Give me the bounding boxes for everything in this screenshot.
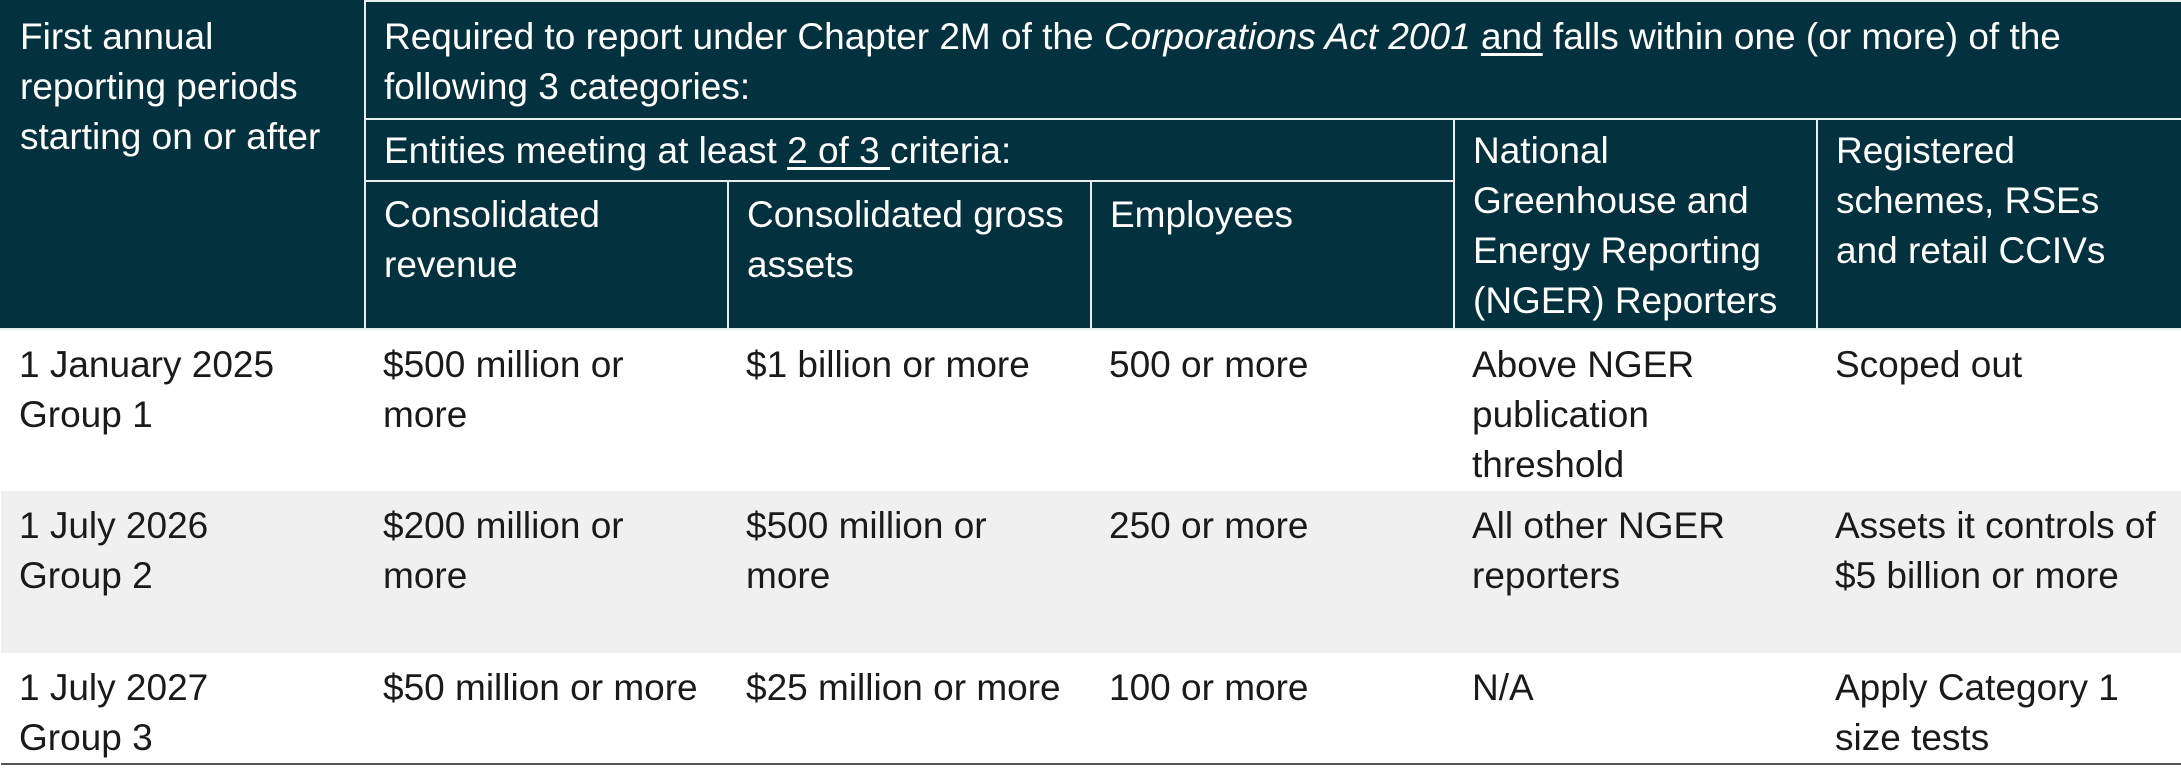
cell-employees: 100 or more: [1091, 653, 1454, 765]
cell-nger: N/A: [1454, 653, 1817, 765]
header-row-3: Consolidated revenue Consolidated gross …: [1, 180, 2181, 330]
cell-consolidated-revenue: $500 million or more: [365, 329, 728, 491]
entities-text-end: criteria:: [889, 130, 1012, 171]
entities-text-start: Entities meeting at least: [384, 130, 788, 171]
table-header: First annual reporting periods starting …: [0, 0, 2181, 330]
start-date: 1 January 2025: [19, 344, 275, 385]
header-employees: Employees: [1090, 180, 1455, 330]
and-underlined: and: [1480, 16, 1543, 57]
group-label: Group 3: [19, 717, 153, 758]
required-text-space: [1471, 16, 1481, 57]
header-consolidated-revenue: Consolidated revenue: [364, 180, 729, 330]
header-row-1: First annual reporting periods starting …: [0, 0, 2181, 330]
cell-nger: Above NGER publication threshold: [1454, 329, 1817, 491]
header-registered-schemes: Registered schemes, RSEs and retail CCIV…: [1815, 118, 2181, 330]
cell-start-date: 1 July 2027 Group 3: [1, 653, 365, 765]
cell-consolidated-gross-assets: $1 billion or more: [728, 329, 1091, 491]
cell-consolidated-gross-assets: $25 million or more: [728, 653, 1091, 765]
cell-employees: 500 or more: [1091, 329, 1454, 491]
table-row: 1 July 2026 Group 2 $200 million or more …: [1, 491, 2181, 653]
two-of-three-underlined: 2 of 3: [787, 130, 890, 171]
start-date: 1 July 2027: [19, 667, 209, 708]
header-first-annual-reporting-periods: First annual reporting periods starting …: [0, 0, 366, 330]
header-required-to-report: Required to report under Chapter 2M of t…: [363, 0, 2181, 120]
table-row: 1 July 2027 Group 3 $50 million or more $…: [1, 653, 2181, 765]
header-entities-criteria: Entities meeting at least 2 of 3 criteri…: [364, 118, 1455, 182]
cell-start-date: 1 January 2025 Group 1: [1, 329, 365, 491]
table-row: 1 January 2025 Group 1 $500 million or mo…: [1, 329, 2181, 491]
cell-start-date: 1 July 2026 Group 2: [1, 491, 365, 653]
cell-consolidated-revenue: $50 million or more: [365, 653, 728, 765]
header-nger-reporters: National Greenhouse and Energy Reporting…: [1453, 118, 1818, 330]
start-date: 1 July 2026: [19, 505, 209, 546]
cell-consolidated-revenue: $200 million or more: [365, 491, 728, 653]
cell-employees: 250 or more: [1091, 491, 1454, 653]
group-label: Group 2: [19, 555, 153, 596]
cell-nger: All other NGER reporters: [1454, 491, 1817, 653]
required-text-end: falls within one (or more) of the follow…: [384, 16, 2061, 107]
required-text-start: Required to report under Chapter 2M of t…: [384, 16, 1104, 57]
cell-registered-schemes: Assets it controls of $5 billion or more: [1817, 491, 2181, 653]
header-consolidated-gross-assets: Consolidated gross assets: [727, 180, 1092, 330]
corporations-act-title: Corporations Act 2001: [1103, 16, 1471, 57]
cell-consolidated-gross-assets: $500 million or more: [728, 491, 1091, 653]
table-body: 1 January 2025 Group 1 $500 million or mo…: [1, 329, 2181, 765]
cell-registered-schemes: Apply Category 1 size tests: [1817, 653, 2181, 765]
cell-registered-schemes: Scoped out: [1817, 329, 2181, 491]
group-label: Group 1: [19, 394, 153, 435]
header-row-2: Entities meeting at least 2 of 3 criteri…: [1, 118, 2181, 330]
